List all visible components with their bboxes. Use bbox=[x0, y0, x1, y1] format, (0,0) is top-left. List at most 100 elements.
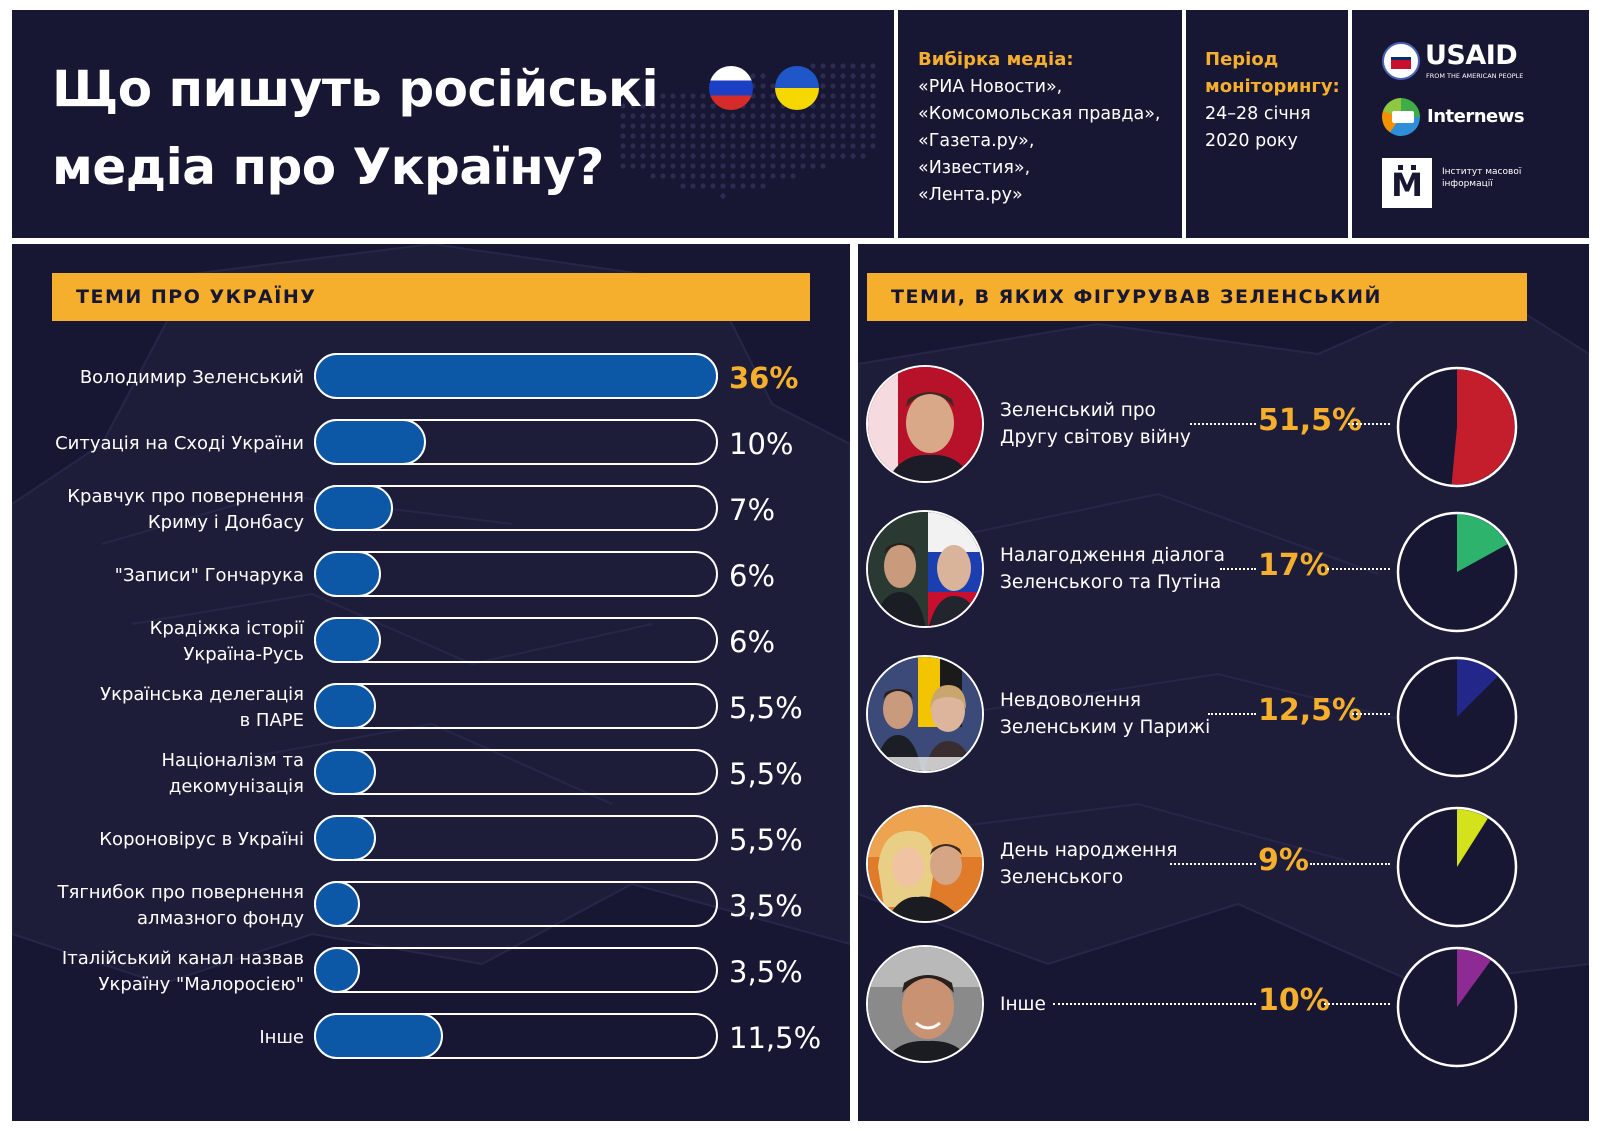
bar-value-label: 36% bbox=[729, 361, 799, 395]
map-dot bbox=[720, 133, 726, 139]
map-dot bbox=[680, 93, 686, 99]
map-dot bbox=[660, 93, 666, 99]
map-dot bbox=[730, 163, 736, 169]
map-dot bbox=[840, 113, 846, 119]
map-dot bbox=[660, 113, 666, 119]
map-dot bbox=[690, 93, 696, 99]
bar bbox=[314, 1013, 444, 1059]
pie-value-label: 12,5% bbox=[1258, 693, 1363, 728]
zelensky-topic-label: Інше bbox=[1000, 993, 1046, 1015]
map-dot bbox=[840, 73, 846, 79]
map-dot bbox=[620, 113, 626, 119]
map-dot bbox=[850, 113, 856, 119]
map-dot bbox=[630, 163, 636, 169]
bar-row: Кравчук про повернення Криму і Донбасу 7% bbox=[12, 484, 850, 536]
map-dot bbox=[730, 133, 736, 139]
internews-logo: Internews bbox=[1382, 96, 1532, 140]
map-dot bbox=[830, 143, 836, 149]
map-dot bbox=[790, 173, 796, 179]
map-dot bbox=[690, 153, 696, 159]
pie-value-label: 17% bbox=[1258, 548, 1330, 583]
map-dot bbox=[770, 173, 776, 179]
map-dot bbox=[770, 123, 776, 129]
map-dot bbox=[690, 123, 696, 129]
zelensky-merkel-photo bbox=[866, 655, 984, 773]
map-dot bbox=[710, 143, 716, 149]
map-dot bbox=[800, 113, 806, 119]
map-dot bbox=[700, 183, 706, 189]
map-dot bbox=[750, 73, 756, 79]
bar-value-label: 7% bbox=[729, 493, 776, 527]
pie-slice bbox=[1457, 809, 1488, 867]
bar-category-label: Крадіжка історії Україна-Русь bbox=[149, 618, 304, 665]
zelensky-topic-label: Невдоволення Зеленським у Парижі bbox=[1000, 690, 1211, 738]
title-line-1: Що пишуть російські bbox=[52, 60, 659, 118]
map-dot bbox=[690, 163, 696, 169]
map-dot bbox=[870, 133, 876, 139]
map-dot bbox=[840, 143, 846, 149]
map-dot bbox=[840, 133, 846, 139]
map-dot bbox=[760, 93, 766, 99]
map-dot bbox=[780, 163, 786, 169]
pie-value-label: 10% bbox=[1258, 983, 1330, 1018]
map-dot bbox=[700, 113, 706, 119]
bar bbox=[314, 617, 382, 663]
bar-value-label: 6% bbox=[729, 625, 776, 659]
map-dot bbox=[760, 73, 766, 79]
period-label: Період моніторингу: bbox=[1205, 49, 1340, 97]
pie-chart bbox=[1395, 805, 1519, 929]
map-dot bbox=[740, 133, 746, 139]
map-dot bbox=[670, 153, 676, 159]
map-dot bbox=[820, 63, 826, 69]
map-dot bbox=[620, 163, 626, 169]
media-sample-panel: Вибірка медіа: «РИА Новости», «Комсомоль… bbox=[898, 10, 1182, 238]
map-dot bbox=[790, 133, 796, 139]
map-dot bbox=[700, 93, 706, 99]
map-dot bbox=[630, 113, 636, 119]
map-dot bbox=[770, 93, 776, 99]
map-dot bbox=[770, 143, 776, 149]
map-dot bbox=[750, 153, 756, 159]
map-dot bbox=[850, 83, 856, 89]
map-dot bbox=[660, 103, 666, 109]
map-dot bbox=[650, 103, 656, 109]
bar-category-label: Володимир Зеленський bbox=[79, 367, 304, 388]
map-dot bbox=[640, 113, 646, 119]
map-dot bbox=[740, 183, 746, 189]
bar-category-label: "Записи" Гончарука bbox=[114, 565, 304, 586]
map-dot bbox=[730, 183, 736, 189]
bar-track bbox=[314, 881, 718, 927]
bar-row: "Записи" Гончарука 6% bbox=[12, 550, 850, 602]
map-dot bbox=[750, 163, 756, 169]
media-item: «Комсомольская правда», bbox=[918, 104, 1161, 124]
map-dot bbox=[750, 143, 756, 149]
zelensky-topics-panel: ТЕМИ, В ЯКИХ ФІГУРУВАВ ЗЕЛЕНСЬКИЙ Зеленс… bbox=[858, 244, 1589, 1121]
map-dot bbox=[810, 143, 816, 149]
map-dot bbox=[700, 153, 706, 159]
map-dot bbox=[710, 173, 716, 179]
leader-dots bbox=[1327, 568, 1390, 570]
map-dot bbox=[780, 113, 786, 119]
bar bbox=[314, 353, 718, 399]
map-dot bbox=[670, 103, 676, 109]
zelensky-row: Інше 10% bbox=[858, 945, 1589, 1069]
map-dot bbox=[860, 93, 866, 99]
bar bbox=[314, 419, 427, 465]
map-dot bbox=[690, 183, 696, 189]
map-dot bbox=[850, 103, 856, 109]
zelensky-topic-label: Налагодження діалога Зеленського та Путі… bbox=[1000, 545, 1225, 593]
map-dot bbox=[850, 93, 856, 99]
ukraine-flag-icon bbox=[775, 66, 819, 110]
map-dot bbox=[690, 173, 696, 179]
map-dot bbox=[840, 83, 846, 89]
bar-row: Інше 11,5% bbox=[12, 1012, 850, 1064]
map-dot bbox=[730, 143, 736, 149]
bar-category-label: Тягнибок про повернення алмазного фонду bbox=[57, 882, 304, 929]
map-dot bbox=[830, 103, 836, 109]
bar-row: Націоналізм та декомунізація 5,5% bbox=[12, 748, 850, 800]
bar-value-label: 11,5% bbox=[729, 1021, 822, 1055]
map-dot bbox=[720, 113, 726, 119]
bar-category-label: Націоналізм та декомунізація bbox=[161, 750, 304, 797]
map-dot bbox=[650, 143, 656, 149]
zelensky-smiling-photo bbox=[866, 945, 984, 1063]
